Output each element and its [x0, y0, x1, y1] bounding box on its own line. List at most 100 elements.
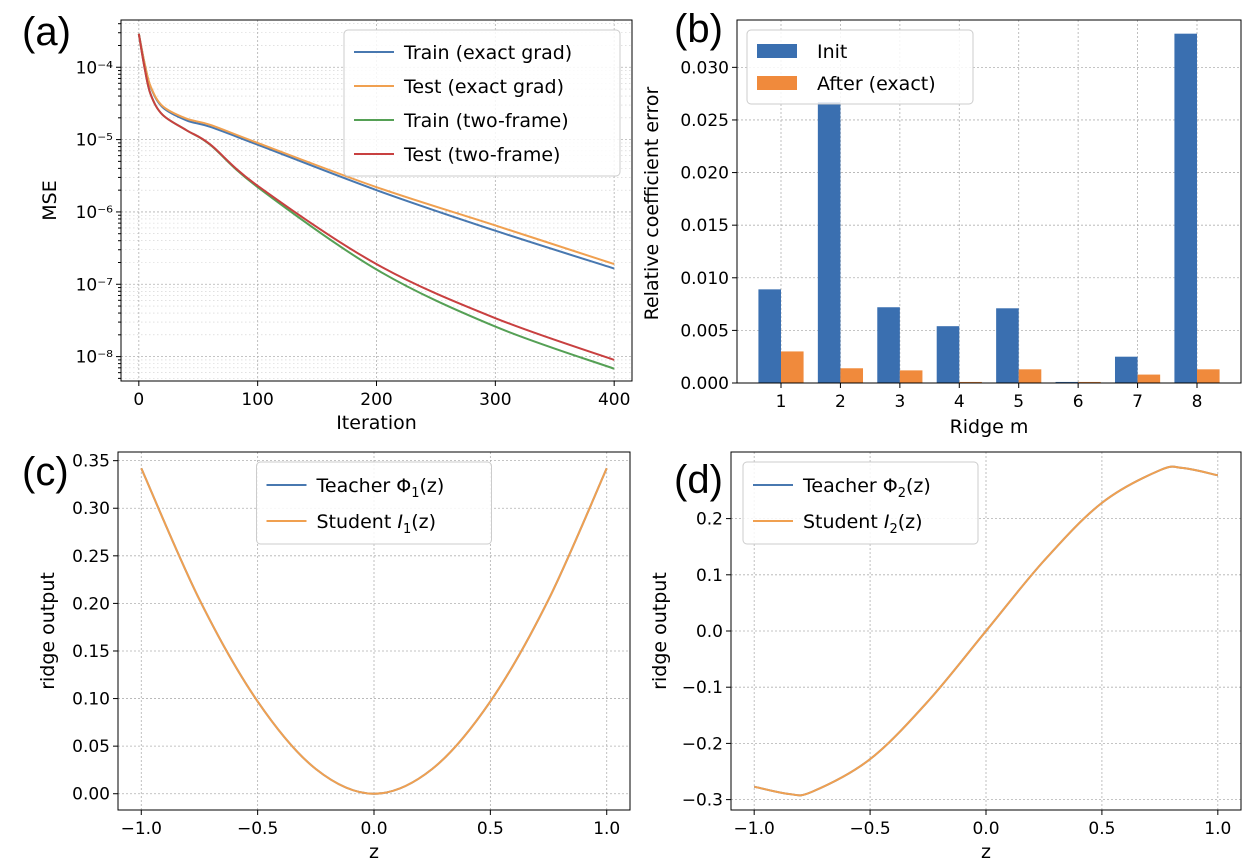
legend-box: [343, 29, 621, 177]
bar: [996, 308, 1019, 383]
y-tick-label: 0.05: [72, 737, 110, 757]
y-tick-label: 0.10: [72, 690, 110, 710]
bar: [1018, 369, 1042, 383]
legend: Teacher Φ2(z)Student I2(z): [742, 461, 979, 545]
x-axis-label: Ridge m: [950, 416, 1029, 438]
bar: [1055, 381, 1079, 383]
x-axis-label: z: [981, 841, 991, 863]
y-tick-label: −0.1: [682, 678, 723, 698]
y-tick-label: 0.0: [696, 622, 723, 642]
legend-subscript: 2: [889, 522, 897, 537]
x-axis-label: Iteration: [336, 412, 417, 434]
y-tick-label: 0.030: [680, 58, 729, 78]
legend: Train (exact grad) Test (exact grad) Train…: [343, 29, 621, 177]
bar: [1174, 33, 1197, 384]
y-axis-label: Relative coefficient error: [641, 86, 663, 320]
x-tick-label: 1.0: [1204, 819, 1231, 839]
legend-arg: (z): [906, 475, 931, 497]
y-tick-label: 0.2: [696, 510, 723, 530]
legend-entry: Student I1(z): [317, 511, 437, 537]
y-tick-label: 0.025: [680, 111, 729, 131]
legend-name: Teacher: [316, 475, 397, 497]
panel-label: (b): [674, 7, 723, 51]
legend-entry: Train (two-frame): [403, 110, 569, 132]
legend-swatch: [757, 76, 797, 90]
legend-math: I: [884, 511, 890, 533]
y-tick-label: −0.2: [682, 734, 723, 754]
legend-box: [746, 29, 974, 105]
x-tick-label: 5: [1013, 392, 1024, 412]
y-tick-label: 0.015: [680, 216, 729, 236]
legend-box: [742, 461, 979, 545]
x-tick-label: 1: [776, 392, 787, 412]
legend-subscript: 1: [403, 522, 411, 537]
legend-box: [256, 461, 492, 545]
x-tick-label: 6: [1073, 392, 1084, 412]
series-line: [137, 33, 615, 361]
legend-math: Φ: [396, 475, 411, 497]
legend-swatch: [757, 44, 797, 58]
legend: Init After (exact): [746, 29, 974, 105]
x-tick-label: 0.0: [972, 819, 999, 839]
series-line: [753, 465, 1219, 797]
y-tick-label: 10⁻⁴: [76, 58, 114, 78]
x-tick-label: −0.5: [849, 819, 890, 839]
legend-entry: Test (two-frame): [403, 144, 560, 166]
legend-arg: (z): [898, 511, 923, 533]
y-tick-label: 0.25: [72, 547, 110, 567]
x-tick-label: 400: [598, 390, 630, 410]
panel-a: (a) 0 100 200 300 400 10⁻⁸ 10⁻⁷ 10⁻⁶ 10⁻⁵ 10⁻⁴ Iter…: [22, 10, 633, 434]
y-tick-label: 0.30: [72, 499, 110, 519]
bar: [1137, 374, 1161, 383]
panel-c: (c) −1.0 −0.5 0.0 0.5 1.0 0.00 0.05 0.10 0.15 0.20…: [22, 450, 631, 863]
panel-label: (a): [22, 10, 71, 54]
panel-b: (b) 0.000 0.005 0.010 0.015 0.020 0.025 0.030 1 2…: [641, 7, 1242, 438]
legend-entry: After (exact): [817, 73, 936, 95]
y-tick-label: 0.005: [680, 321, 729, 341]
y-axis-label: ridge output: [37, 572, 59, 690]
y-tick-label: 0.00: [72, 785, 110, 805]
y-tick-label: 0.020: [680, 164, 729, 184]
legend-name: Student: [803, 511, 884, 533]
legend: Teacher Φ1(z) Student I1(z): [256, 461, 492, 545]
x-tick-label: 2: [835, 392, 846, 412]
x-tick-label: 4: [954, 392, 965, 412]
y-tick-label: 0.20: [72, 594, 110, 614]
legend-subscript: 1: [411, 486, 419, 501]
y-tick-label: 0.000: [680, 374, 729, 394]
x-tick-label: 0: [133, 390, 144, 410]
bar: [1078, 381, 1101, 383]
y-axis-label: ridge output: [649, 572, 671, 690]
y-tick-label: 0.010: [680, 269, 729, 289]
legend-entry: Train (exact grad): [403, 42, 572, 64]
legend-entry: Teacher Φ1(z): [316, 475, 445, 501]
y-tick-label: −0.3: [682, 791, 723, 811]
x-axis-label: z: [369, 841, 379, 863]
plot-frame: [736, 19, 1242, 384]
legend-entry: Teacher Φ2(z): [802, 475, 931, 501]
panel-d: (d) −1.0 −0.5 0.0 0.5 1.0 −0.3 −0.2 −0.1 0.0 0.1 0.…: [649, 451, 1242, 863]
y-tick-label: 0.35: [72, 452, 110, 472]
y-tick-label: 10⁻⁷: [76, 275, 114, 295]
panel-label: (d): [674, 458, 723, 502]
plot-frame: [120, 19, 633, 382]
y-axis-label: MSE: [39, 180, 61, 220]
y-tick-label: 10⁻⁵: [76, 131, 113, 151]
legend-math: Φ: [883, 475, 898, 497]
bar: [1197, 369, 1220, 383]
x-tick-label: 200: [360, 390, 392, 410]
y-tick-label: 10⁻⁸: [76, 348, 114, 368]
x-tick-label: 1.0: [593, 819, 620, 839]
plot-frame: [730, 451, 1242, 811]
y-tick-label: 10⁻⁶: [76, 203, 114, 223]
x-tick-label: 0.5: [477, 819, 504, 839]
x-tick-label: 0.5: [1088, 819, 1115, 839]
series-line: [137, 33, 615, 266]
x-tick-label: 300: [479, 390, 511, 410]
legend-entry: Test (exact grad): [403, 76, 564, 98]
legend-subscript: 2: [898, 486, 906, 501]
legend-entry: Init: [817, 41, 847, 63]
legend-name: Student: [317, 511, 398, 533]
series-line: [140, 467, 608, 795]
